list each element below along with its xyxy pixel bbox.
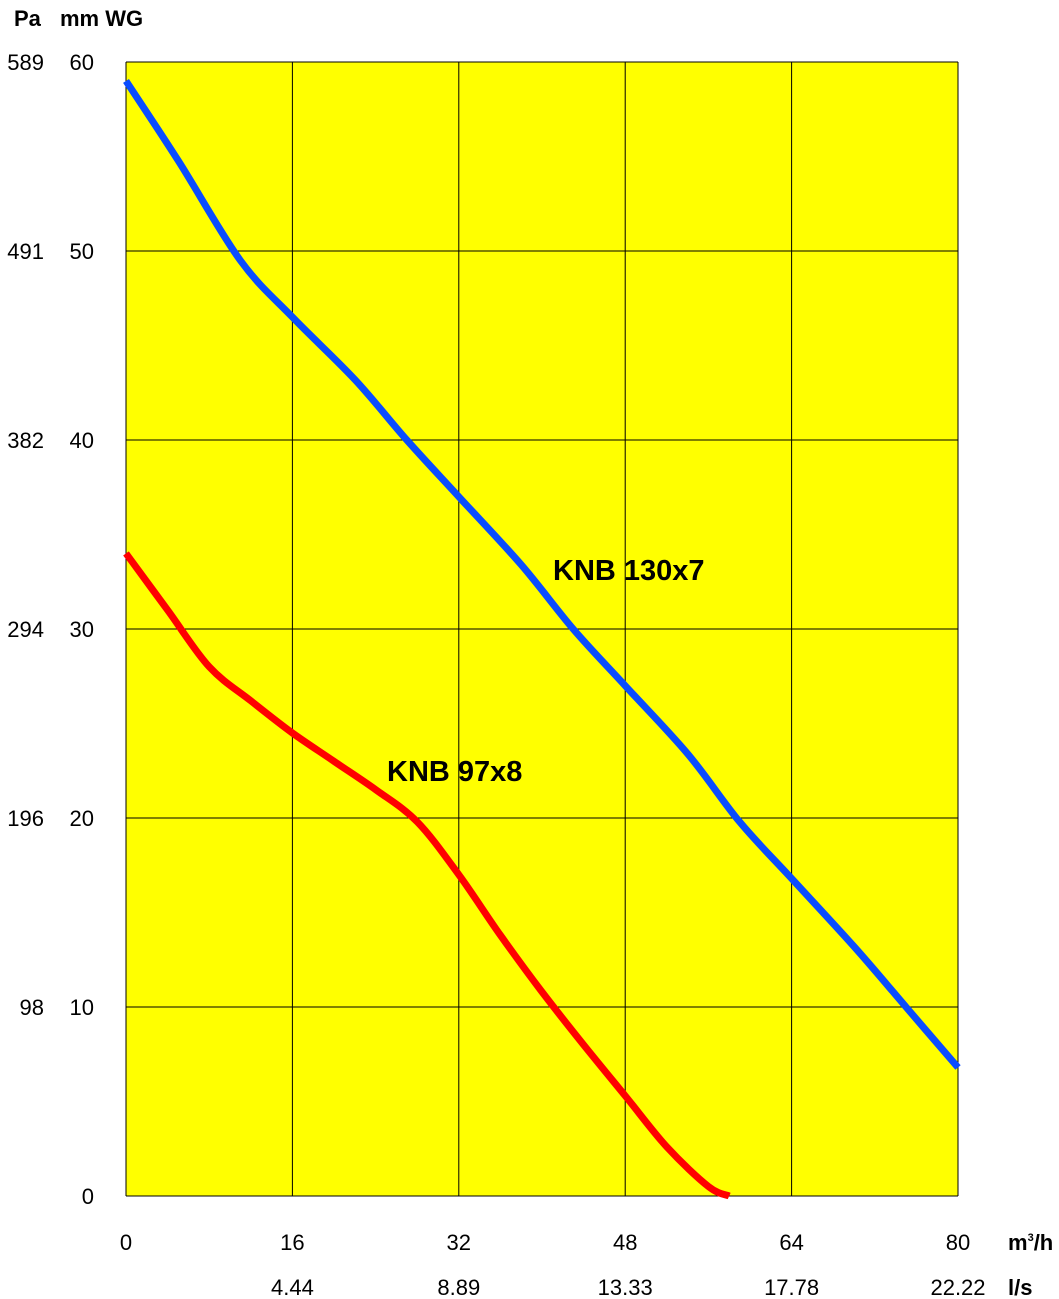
y-tick-label-mmwg: 50 [70, 239, 94, 264]
x-unit-ls: l/s [1008, 1275, 1032, 1299]
y-tick-label-pa: 382 [7, 428, 44, 453]
series-lines [123, 78, 961, 1200]
series-label-knb-130x7: KNB 130x7 [553, 555, 705, 587]
y-tick-label-mmwg: 30 [70, 617, 94, 642]
grid [125, 61, 959, 1197]
y-tick-label-pa: 589 [7, 50, 44, 75]
y-tick-label-mmwg: 40 [70, 428, 94, 453]
y-tick-label-mmwg: 0 [82, 1184, 94, 1209]
tick-labels: 0 16 32 48 64 80 4.44 8.89 13.33 17.78 22.22 0 10 20 3… [7, 50, 985, 1299]
x-tick-label: 48 [613, 1230, 637, 1255]
series-line-knb-130x7 [123, 78, 961, 1070]
x-tick-label: 64 [779, 1230, 803, 1255]
x-tick-label-ls: 8.89 [437, 1275, 480, 1299]
x-tick-label-ls: 4.44 [271, 1275, 314, 1299]
x-unit-m3h: m3/h [1008, 1230, 1053, 1255]
series-label-knb-97x8: KNB 97x8 [387, 756, 522, 788]
x-tick-label: 0 [120, 1230, 132, 1255]
y-tick-label-pa: 491 [7, 239, 44, 264]
y-tick-label-pa: 196 [7, 806, 44, 831]
x-tick-label-ls: 13.33 [598, 1275, 653, 1299]
x-tick-label: 16 [280, 1230, 304, 1255]
x-tick-label-ls: 22.22 [930, 1275, 985, 1299]
y-tick-label-mmwg: 60 [70, 50, 94, 75]
x-tick-label: 32 [447, 1230, 471, 1255]
x-tick-label: 80 [946, 1230, 970, 1255]
y-unit-mmwg: mm WG [60, 6, 143, 31]
y-unit-pa: Pa [14, 6, 42, 31]
y-tick-label-pa: 294 [7, 617, 44, 642]
y-tick-label-mmwg: 10 [70, 995, 94, 1020]
x-tick-label-ls: 17.78 [764, 1275, 819, 1299]
y-tick-label-mmwg: 20 [70, 806, 94, 831]
series-line-knb-97x8 [123, 551, 731, 1200]
y-tick-label-pa: 98 [20, 995, 44, 1020]
